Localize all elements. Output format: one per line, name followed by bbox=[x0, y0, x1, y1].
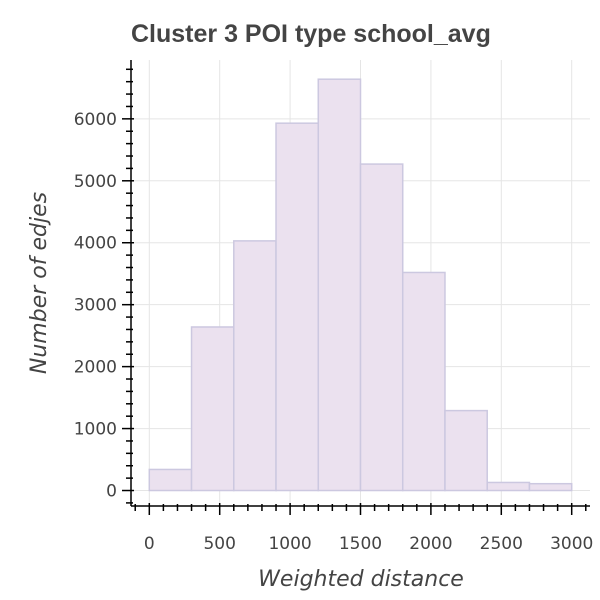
chart-title: Cluster 3 POI type school_avg bbox=[131, 20, 491, 48]
x-tick-label: 500 bbox=[203, 534, 235, 554]
histogram-bar bbox=[444, 409, 488, 492]
histogram-bar bbox=[486, 481, 531, 492]
histogram-bar bbox=[190, 326, 235, 492]
x-tick-label: 2500 bbox=[480, 534, 523, 554]
y-tick-label: 3000 bbox=[74, 296, 117, 316]
x-axis-label: Weighted distance bbox=[258, 567, 464, 592]
x-tick-label: 3000 bbox=[550, 534, 593, 554]
histogram-bar bbox=[359, 163, 404, 492]
y-tick-label: 6000 bbox=[74, 110, 117, 130]
x-tick-label: 0 bbox=[144, 534, 155, 554]
x-tick-label: 1000 bbox=[268, 534, 311, 554]
y-tick-label: 1000 bbox=[74, 420, 117, 440]
histogram-bar bbox=[317, 78, 362, 492]
bars bbox=[148, 78, 573, 492]
y-tick-label: 0 bbox=[106, 482, 117, 502]
y-tick-label: 2000 bbox=[74, 358, 117, 378]
ticks: 0 500 1000 1500 2000 2500 3000 0 1000 2000 3000 400… bbox=[74, 68, 593, 554]
x-tick-label: 2000 bbox=[409, 534, 452, 554]
histogram-bar bbox=[148, 468, 193, 492]
histogram-bar bbox=[275, 122, 320, 492]
y-tick-label: 4000 bbox=[74, 234, 117, 254]
histogram-bar bbox=[528, 482, 573, 492]
histogram-bar bbox=[401, 271, 446, 492]
histogram-bar bbox=[233, 240, 277, 492]
x-tick-label: 1500 bbox=[339, 534, 382, 554]
y-tick-label: 5000 bbox=[74, 172, 117, 192]
y-axis-label: Number of edjes bbox=[27, 192, 52, 374]
